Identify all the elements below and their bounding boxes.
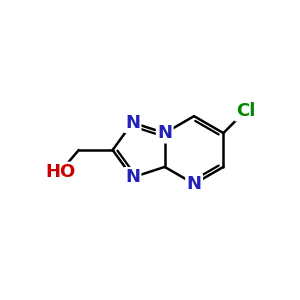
Text: N: N [157,124,172,142]
Text: Cl: Cl [236,102,255,120]
Text: N: N [125,114,140,132]
Text: N: N [125,168,140,186]
Text: N: N [187,175,202,193]
Text: HO: HO [45,163,75,181]
